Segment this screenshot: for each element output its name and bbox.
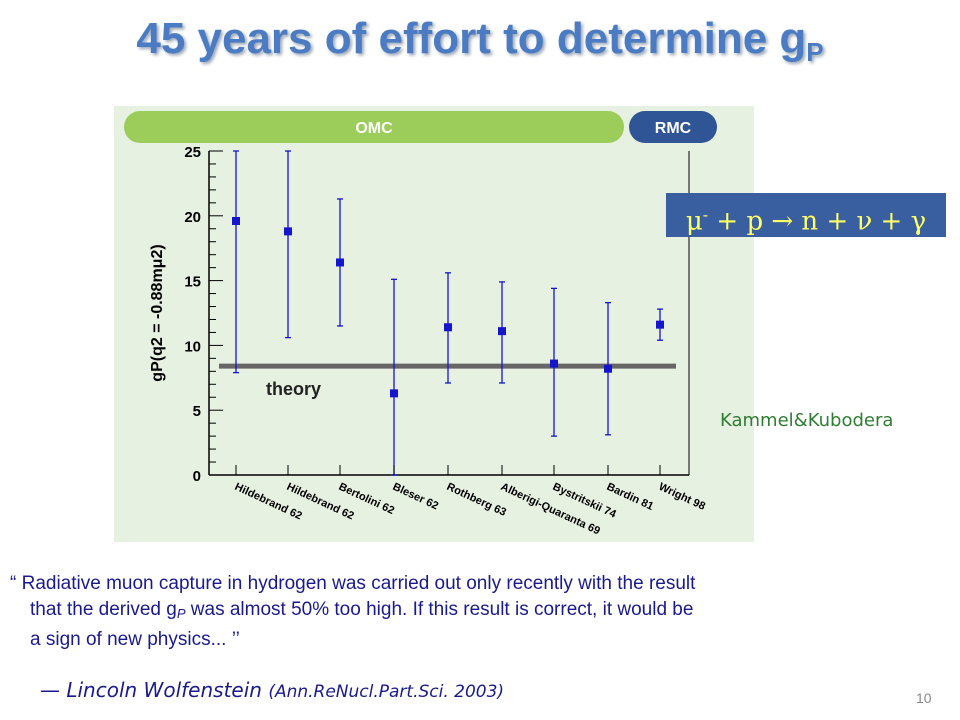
quote-line-2: that the derived gP was almost 50% too h… xyxy=(10,597,890,627)
data-point xyxy=(232,216,240,225)
data-point xyxy=(498,327,506,336)
reaction-charge: - xyxy=(702,205,709,224)
attribution-name: — Lincoln Wolfenstein xyxy=(40,678,269,702)
reaction-rest: + p → n + ν + γ xyxy=(708,206,927,237)
quote-line-3: a sign of new physics... ’’ xyxy=(30,629,240,650)
x-tick-label: Rothberg 63 xyxy=(445,481,508,519)
credit-label: Kammel&Kubodera xyxy=(720,410,894,431)
x-tick-label: Alberigi-Quaranta 69 xyxy=(499,481,602,538)
omc-band xyxy=(124,111,624,143)
quote-block: “ Radiative muon capture in hydrogen was… xyxy=(10,571,890,653)
data-point xyxy=(550,359,558,368)
page-number: 10 xyxy=(916,690,932,706)
y-axis-label: gP(q2 = -0.88mμ2) xyxy=(149,244,166,381)
rmc-band xyxy=(629,111,717,143)
quote-line-1: “ Radiative muon capture in hydrogen was… xyxy=(10,573,696,594)
attribution: — Lincoln Wolfenstein (Ann.ReNucl.Part.S… xyxy=(40,678,504,702)
y-tick-label: 15 xyxy=(184,274,201,291)
x-tick-label: Bleser 62 xyxy=(391,481,440,513)
title-main: 45 years of effort to determine g xyxy=(136,14,807,63)
y-tick-label: 20 xyxy=(184,209,201,226)
rmc-band-label: RMC xyxy=(655,120,692,137)
y-tick-label: 10 xyxy=(184,338,201,355)
data-point xyxy=(284,227,292,236)
slide-title: 45 years of effort to determine gP xyxy=(0,14,960,68)
data-point xyxy=(604,364,612,373)
omc-band-label: OMC xyxy=(355,120,393,137)
quote-line-2a: that the derived g xyxy=(30,599,177,620)
y-tick-label: 25 xyxy=(184,144,201,161)
reaction-box: μ- + p → n + ν + γ xyxy=(666,193,946,237)
data-point xyxy=(656,320,664,329)
x-tick-label: Wright 98 xyxy=(657,481,707,513)
data-point xyxy=(444,323,452,332)
y-tick-label: 5 xyxy=(193,403,201,420)
plot-panel: OMC RMC 0 5 10 15 20 25 gP(q2 = -0.88mμ2) theory H… xyxy=(114,106,754,542)
quote-line-2-subscript: P xyxy=(176,606,186,621)
title-subscript: P xyxy=(806,37,824,67)
reaction-mu: μ xyxy=(685,206,703,237)
y-tick-label: 0 xyxy=(193,468,201,485)
attribution-reference: (Ann.ReNucl.Part.Sci. 2003) xyxy=(268,682,505,702)
theory-label: theory xyxy=(266,379,321,399)
quote-line-2b: was almost 50% too high. If this result … xyxy=(185,599,694,620)
data-point xyxy=(390,389,398,398)
data-point xyxy=(336,258,344,267)
